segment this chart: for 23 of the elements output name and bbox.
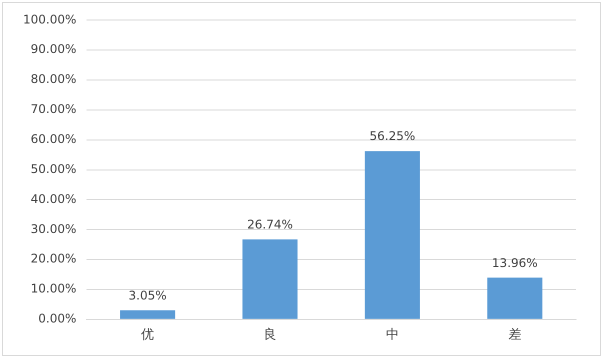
y-tick-label: 10.00% [30, 282, 76, 296]
y-tick-label: 20.00% [30, 252, 76, 266]
y-tick-label: 100.00% [23, 12, 76, 26]
data-label: 56.25% [370, 129, 416, 144]
y-tick-label: 60.00% [30, 132, 76, 146]
x-tick-label: 优 [141, 328, 154, 343]
y-tick-label: 0.00% [38, 312, 76, 326]
data-label: 3.05% [128, 288, 167, 302]
data-label: 13.96% [492, 256, 538, 270]
bar [487, 278, 542, 319]
x-tick-label: 中 [386, 328, 399, 343]
bar [242, 239, 298, 319]
y-tick-label: 70.00% [30, 102, 76, 116]
data-label: 26.74% [247, 218, 293, 232]
y-tick-label: 50.00% [30, 162, 76, 176]
y-tick-label: 30.00% [30, 222, 76, 236]
y-tick-label: 80.00% [30, 72, 76, 86]
bar [120, 310, 176, 319]
x-tick-label: 差 [508, 328, 522, 343]
bar [364, 151, 420, 319]
x-tick-label: 良 [263, 328, 276, 343]
y-tick-label: 40.00% [30, 192, 76, 206]
y-tick-label: 90.00% [30, 42, 76, 56]
